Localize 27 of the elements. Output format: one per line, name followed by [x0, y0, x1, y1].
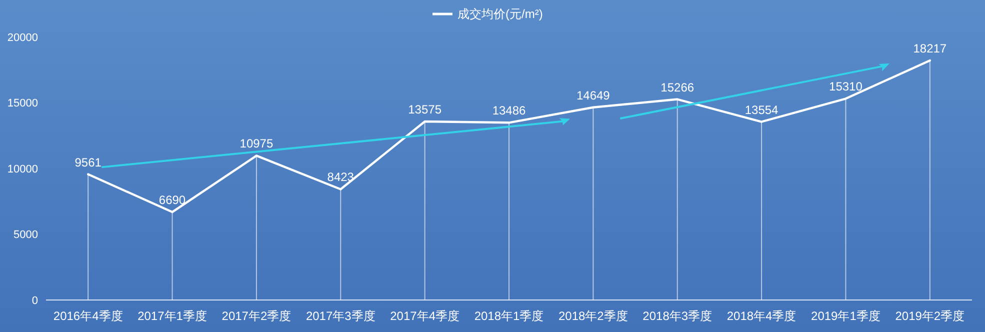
x-tick-label: 2018年4季度: [726, 309, 796, 323]
data-label: 6690: [158, 193, 186, 208]
data-label: 15266: [660, 80, 694, 94]
data-label: 15310: [829, 80, 863, 94]
y-tick-label: 20000: [7, 32, 38, 44]
x-tick-label: 2019年1季度: [811, 309, 880, 323]
data-label: 13486: [492, 104, 526, 118]
x-tick-label: 2018年1季度: [474, 309, 544, 323]
x-tick-label: 2016年4季度: [53, 309, 123, 323]
y-tick-label: 10000: [7, 163, 38, 176]
x-tick-label: 2017年2季度: [222, 309, 292, 323]
legend-label: 成交均价(元/m²): [458, 7, 543, 21]
data-label: 13554: [744, 102, 779, 117]
x-tick-label: 2017年1季度: [138, 309, 207, 323]
y-tick-label: 5000: [14, 229, 38, 242]
data-label: 9561: [74, 155, 102, 170]
y-tick-label: 15000: [7, 98, 38, 110]
data-label: 13575: [408, 102, 442, 116]
x-tick-label: 2017年4季度: [390, 309, 460, 323]
x-tick-label: 2018年3季度: [642, 309, 712, 323]
x-tick-label: 2017年3季度: [306, 309, 376, 323]
x-tick-label: 2019年2季度: [895, 309, 965, 323]
data-label: 10975: [240, 136, 274, 151]
data-label: 14649: [576, 88, 610, 102]
x-tick-label: 2018年2季度: [558, 309, 628, 323]
data-label: 18217: [913, 41, 947, 56]
y-tick-label: 0: [32, 294, 38, 307]
